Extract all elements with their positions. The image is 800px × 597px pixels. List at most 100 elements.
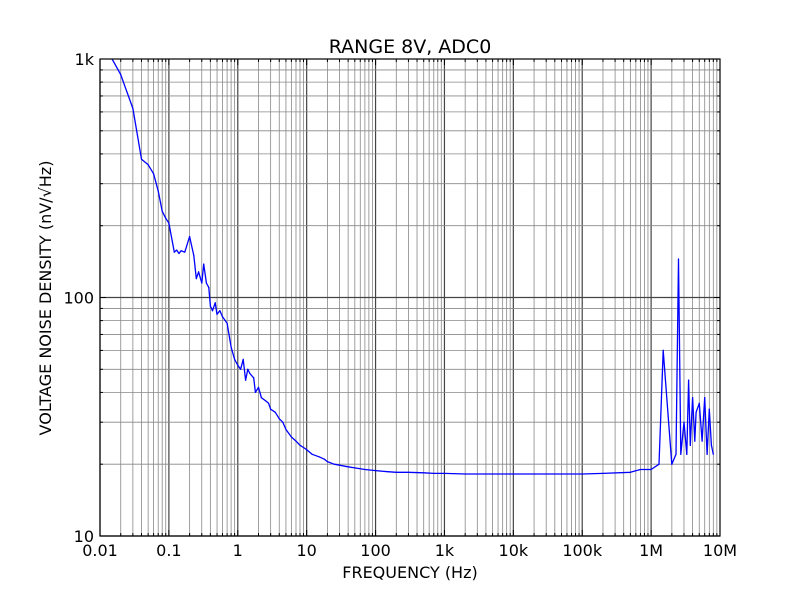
data-point <box>205 282 207 284</box>
tick-marks: 0.01 0.1 1 10 100 1k 10k 100k 1M 10M 10 100 1k <box>63 50 737 560</box>
x-tick-label: 1M <box>639 541 663 560</box>
data-point <box>242 358 244 360</box>
data-point <box>326 461 328 463</box>
data-point <box>237 364 239 366</box>
data-point <box>278 418 280 420</box>
data-point <box>234 358 236 360</box>
data-point <box>706 453 708 455</box>
data-point <box>492 473 494 475</box>
data-point <box>157 190 159 192</box>
data-point <box>680 453 682 455</box>
data-point <box>347 466 349 468</box>
data-point <box>629 471 632 473</box>
data-point <box>245 379 247 381</box>
data-point <box>285 428 287 430</box>
data-point <box>209 305 211 307</box>
x-tick-label: 100k <box>562 541 603 560</box>
data-point <box>306 449 308 451</box>
x-tick-label: 10 <box>296 541 316 560</box>
data-point <box>270 408 272 410</box>
noise-series-line <box>111 59 714 475</box>
data-point <box>264 399 266 402</box>
data-point <box>512 473 514 475</box>
data-point <box>354 467 356 469</box>
data-point <box>201 282 203 284</box>
plot-area <box>111 59 714 475</box>
chart-title: RANGE 8V, ADC0 <box>329 36 492 58</box>
x-tick-label: 0.1 <box>156 541 181 560</box>
data-point <box>211 310 214 312</box>
data-point <box>132 107 134 110</box>
data-point <box>407 471 409 473</box>
data-point <box>671 463 673 465</box>
data-point <box>683 421 685 423</box>
data-point <box>689 444 691 446</box>
data-point <box>147 164 149 166</box>
data-point <box>208 287 210 289</box>
data-point <box>216 313 218 315</box>
data-point <box>274 411 276 413</box>
data-point <box>710 444 713 446</box>
data-point <box>140 158 143 160</box>
data-point <box>387 471 389 473</box>
data-point <box>694 440 696 442</box>
data-point <box>712 453 714 455</box>
data-point <box>247 368 249 370</box>
data-point <box>318 456 320 458</box>
data-point <box>230 346 232 348</box>
x-tick-label: 1 <box>233 541 243 560</box>
data-point <box>165 217 167 219</box>
data-point <box>692 397 694 399</box>
data-point <box>214 302 216 304</box>
data-point <box>677 258 680 260</box>
data-point <box>282 421 284 423</box>
data-point <box>464 473 466 475</box>
data-point <box>704 397 706 399</box>
data-point <box>675 453 677 455</box>
data-point <box>375 470 377 472</box>
data-point <box>153 173 155 175</box>
data-point <box>193 254 195 257</box>
data-point <box>602 472 604 474</box>
y-tick-label: 100 <box>63 289 94 308</box>
data-point <box>221 316 224 318</box>
data-point <box>226 322 228 324</box>
x-tick-label: 10k <box>499 541 529 560</box>
data-point <box>198 271 200 273</box>
x-tick-label: 1k <box>435 541 455 560</box>
x-axis-label: FREQUENCY (Hz) <box>342 563 477 582</box>
data-point <box>299 444 301 446</box>
data-point <box>120 74 122 76</box>
y-tick-label: 1k <box>75 50 95 69</box>
data-point <box>423 472 425 474</box>
data-point <box>686 453 688 455</box>
data-point <box>178 252 180 255</box>
data-point <box>560 473 563 475</box>
data-point <box>333 463 335 465</box>
data-point <box>443 472 445 474</box>
grid <box>99 59 720 537</box>
data-point <box>161 210 163 212</box>
data-point <box>203 263 205 265</box>
data-point <box>338 464 341 466</box>
data-point <box>168 222 170 224</box>
data-point <box>658 463 660 465</box>
data-point <box>257 386 260 388</box>
data-point <box>260 397 262 399</box>
data-point <box>533 473 535 475</box>
y-tick-label: 10 <box>74 527 94 546</box>
data-point <box>323 458 325 460</box>
data-point <box>698 402 700 404</box>
data-point <box>395 471 397 473</box>
data-point <box>219 310 221 312</box>
data-point <box>433 472 435 474</box>
data-point <box>180 250 182 252</box>
data-point <box>662 349 664 351</box>
data-point <box>176 249 178 251</box>
data-point <box>311 453 313 455</box>
data-point <box>639 468 642 471</box>
y-axis-label: VOLTAGE NOISE DENSITY (nV/√Hz) <box>36 161 55 436</box>
data-point <box>295 440 297 442</box>
